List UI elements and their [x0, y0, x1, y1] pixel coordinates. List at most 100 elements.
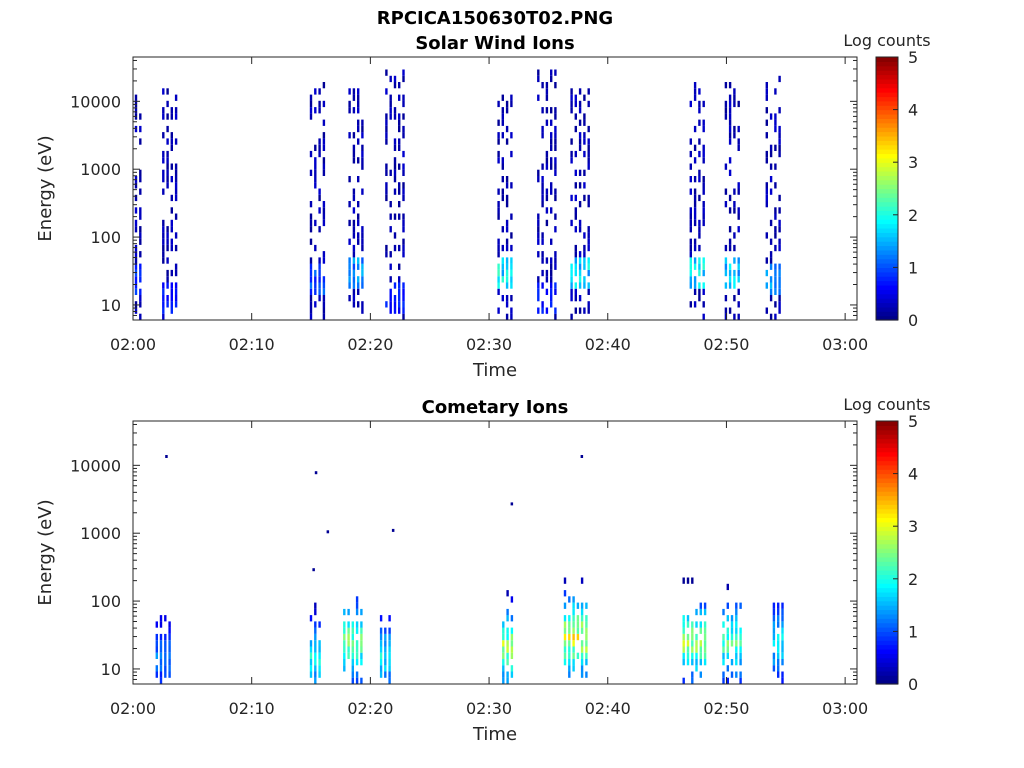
- colorbar-segment: [876, 144, 898, 150]
- data-cell: [583, 257, 586, 264]
- colorbar-segment: [876, 640, 898, 646]
- x-tick-label: 02:30: [466, 699, 512, 718]
- data-cell: [587, 144, 590, 151]
- data-cell: [728, 307, 732, 314]
- data-cell: [318, 144, 321, 151]
- data-cell: [170, 288, 173, 295]
- data-cell: [385, 138, 388, 145]
- data-cell: [347, 627, 350, 634]
- data-cell: [159, 615, 163, 622]
- data-cell: [314, 602, 317, 609]
- data-cell: [570, 282, 573, 289]
- data-cell: [388, 671, 391, 678]
- data-cell: [587, 301, 590, 308]
- data-cell: [702, 150, 705, 158]
- colorbar-segment: [876, 192, 898, 198]
- data-cell: [361, 276, 364, 283]
- data-cell: [570, 288, 573, 295]
- data-cell: [510, 132, 513, 139]
- data-cell: [393, 144, 397, 151]
- data-cell: [322, 276, 326, 283]
- data-cell: [318, 276, 321, 283]
- data-cell: [162, 132, 165, 139]
- data-cell: [570, 269, 573, 277]
- data-cell: [576, 652, 580, 659]
- data-cell: [550, 69, 553, 76]
- colorbar-label: Log counts: [843, 395, 930, 414]
- colorbar-segment: [876, 149, 898, 155]
- data-cell: [576, 627, 580, 634]
- data-cell: [702, 282, 705, 289]
- data-cell: [578, 276, 582, 283]
- colorbar-segment: [876, 219, 898, 225]
- data-cell: [686, 640, 690, 647]
- data-cell: [355, 596, 359, 603]
- data-cell: [402, 100, 405, 108]
- data-cell: [580, 665, 584, 672]
- data-cell: [574, 307, 577, 314]
- data-cell: [174, 244, 178, 252]
- colorbar-tick-label: 1: [908, 258, 918, 277]
- data-cell: [159, 659, 163, 666]
- outlier-cell: [326, 530, 330, 534]
- data-cell: [568, 633, 571, 641]
- data-cell: [322, 201, 326, 208]
- data-cell: [159, 646, 163, 653]
- data-cell: [765, 132, 768, 139]
- data-cell: [699, 646, 702, 653]
- data-cell: [162, 169, 165, 176]
- data-cell: [778, 282, 781, 289]
- data-cell: [568, 659, 571, 666]
- data-cell: [728, 226, 732, 233]
- data-cell: [737, 288, 740, 295]
- colorbar-segment: [876, 197, 898, 203]
- data-cell: [139, 213, 142, 220]
- data-cell: [510, 94, 513, 101]
- data-cell: [774, 113, 777, 120]
- data-cell: [384, 646, 387, 653]
- colorbar-tick-label: 5: [908, 412, 918, 431]
- data-cell: [726, 633, 729, 641]
- data-cell: [693, 213, 697, 220]
- data-cell: [769, 238, 773, 245]
- data-cell: [309, 169, 313, 176]
- data-cell: [351, 621, 354, 628]
- data-cell: [572, 621, 575, 628]
- data-cell: [733, 232, 736, 239]
- data-cell: [139, 188, 142, 195]
- data-cell: [497, 269, 500, 277]
- data-cell: [682, 646, 685, 653]
- data-cell: [385, 251, 388, 258]
- data-cell: [554, 251, 557, 258]
- data-cell: [309, 107, 313, 114]
- data-cell: [501, 132, 504, 139]
- data-cell: [352, 188, 356, 195]
- data-cell: [585, 659, 588, 666]
- data-cell: [505, 100, 509, 108]
- data-cell: [502, 640, 505, 647]
- colorbar-segment: [876, 618, 898, 624]
- data-cell: [174, 263, 178, 270]
- data-cell: [735, 608, 738, 616]
- colorbar-segment: [876, 96, 898, 102]
- data-cell: [166, 150, 169, 158]
- data-cell: [314, 288, 317, 295]
- colorbar-segment: [876, 184, 898, 190]
- data-cell: [578, 119, 582, 126]
- data-cell: [728, 157, 732, 164]
- data-cell: [402, 194, 405, 202]
- data-cell: [357, 219, 360, 227]
- data-cell: [398, 94, 401, 101]
- data-cell: [170, 107, 173, 114]
- panel-title: Cometary Ions: [422, 397, 569, 418]
- data-cell: [587, 232, 590, 239]
- data-cell: [385, 163, 388, 170]
- data-cell: [159, 621, 163, 628]
- data-cell: [506, 633, 509, 641]
- data-cell: [497, 307, 500, 314]
- data-cell: [737, 188, 740, 195]
- data-cell: [134, 276, 138, 283]
- data-cell: [385, 88, 388, 95]
- data-cell: [781, 652, 784, 659]
- data-cell: [774, 226, 777, 233]
